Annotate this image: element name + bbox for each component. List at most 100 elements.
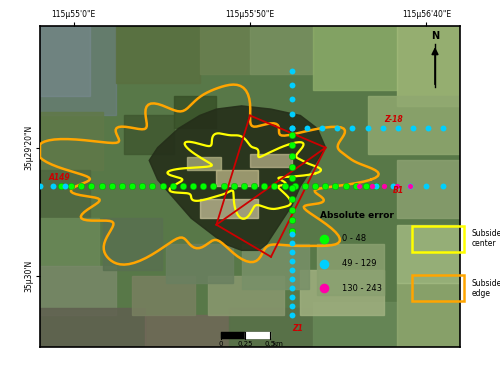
Bar — [368, 96, 460, 154]
Point — [48, 183, 56, 189]
Bar — [313, 302, 397, 347]
Point — [406, 183, 413, 189]
Point — [148, 183, 156, 189]
Point — [288, 185, 296, 191]
Point — [288, 285, 296, 291]
Bar — [397, 26, 460, 106]
Bar — [220, 332, 270, 338]
Point — [288, 143, 296, 149]
Text: Subsidence
center: Subsidence center — [472, 229, 500, 249]
Point — [320, 236, 328, 242]
Text: km: km — [272, 342, 283, 347]
Bar — [187, 157, 220, 170]
Bar — [40, 26, 90, 96]
Point — [158, 183, 166, 189]
Bar — [397, 161, 460, 218]
Bar — [397, 283, 460, 347]
Point — [320, 261, 328, 266]
Point — [179, 183, 187, 189]
Point — [189, 183, 197, 189]
Point — [250, 183, 258, 189]
Bar — [242, 244, 309, 289]
Point — [332, 183, 340, 189]
Point — [406, 183, 413, 189]
Bar — [103, 218, 162, 270]
Point — [303, 126, 311, 131]
Point — [320, 285, 328, 291]
Point — [321, 183, 329, 189]
Point — [290, 183, 298, 189]
Bar — [166, 244, 233, 283]
Bar — [40, 266, 116, 315]
Point — [36, 183, 44, 189]
Point — [301, 183, 309, 189]
Point — [240, 183, 248, 189]
Point — [288, 228, 296, 234]
Bar — [245, 332, 270, 338]
Point — [439, 126, 447, 131]
Point — [389, 183, 397, 189]
Point — [128, 183, 136, 189]
Text: 0: 0 — [218, 342, 223, 347]
Bar — [40, 308, 145, 347]
Point — [288, 96, 296, 102]
Point — [409, 126, 417, 131]
Bar — [250, 154, 292, 167]
Point — [169, 183, 177, 189]
Point — [355, 183, 363, 189]
Text: Absolute error: Absolute error — [320, 211, 394, 220]
Text: A149: A149 — [48, 173, 70, 182]
Point — [288, 267, 296, 273]
Point — [288, 126, 296, 131]
Point — [220, 183, 228, 189]
Point — [288, 164, 296, 170]
Point — [67, 183, 75, 189]
Point — [138, 183, 146, 189]
Point — [288, 132, 296, 138]
Point — [288, 258, 296, 264]
Point — [270, 183, 278, 189]
Point — [394, 126, 402, 131]
Bar — [40, 112, 103, 170]
Text: 0.5: 0.5 — [264, 342, 276, 347]
Point — [288, 312, 296, 318]
Point — [280, 183, 288, 189]
Bar — [124, 115, 174, 154]
Text: 0.25: 0.25 — [238, 342, 253, 347]
Point — [88, 183, 96, 189]
Point — [288, 126, 296, 131]
Point — [288, 276, 296, 282]
Point — [288, 249, 296, 255]
Point — [118, 183, 126, 189]
Text: Subsidence
edge: Subsidence edge — [472, 278, 500, 298]
Point — [288, 303, 296, 309]
Point — [288, 68, 296, 73]
Point — [200, 183, 207, 189]
Bar — [300, 270, 384, 315]
Bar — [40, 26, 116, 115]
Point — [378, 126, 386, 131]
Point — [334, 126, 342, 131]
Point — [288, 218, 296, 223]
Point — [393, 183, 401, 189]
Point — [311, 183, 319, 189]
Point — [230, 183, 237, 189]
Point — [260, 183, 268, 189]
Bar — [229, 308, 313, 347]
Bar — [397, 225, 460, 283]
Bar — [40, 218, 99, 266]
Bar — [132, 276, 196, 315]
Point — [424, 126, 432, 131]
Bar — [40, 170, 90, 218]
Point — [98, 183, 106, 189]
Text: 0 - 48: 0 - 48 — [342, 234, 366, 243]
Point — [288, 207, 296, 213]
Bar — [116, 26, 200, 83]
Point — [288, 294, 296, 300]
Point — [288, 175, 296, 181]
Bar — [313, 26, 397, 90]
Point — [288, 111, 296, 117]
Point — [348, 126, 356, 131]
Point — [57, 183, 65, 189]
Point — [78, 183, 86, 189]
